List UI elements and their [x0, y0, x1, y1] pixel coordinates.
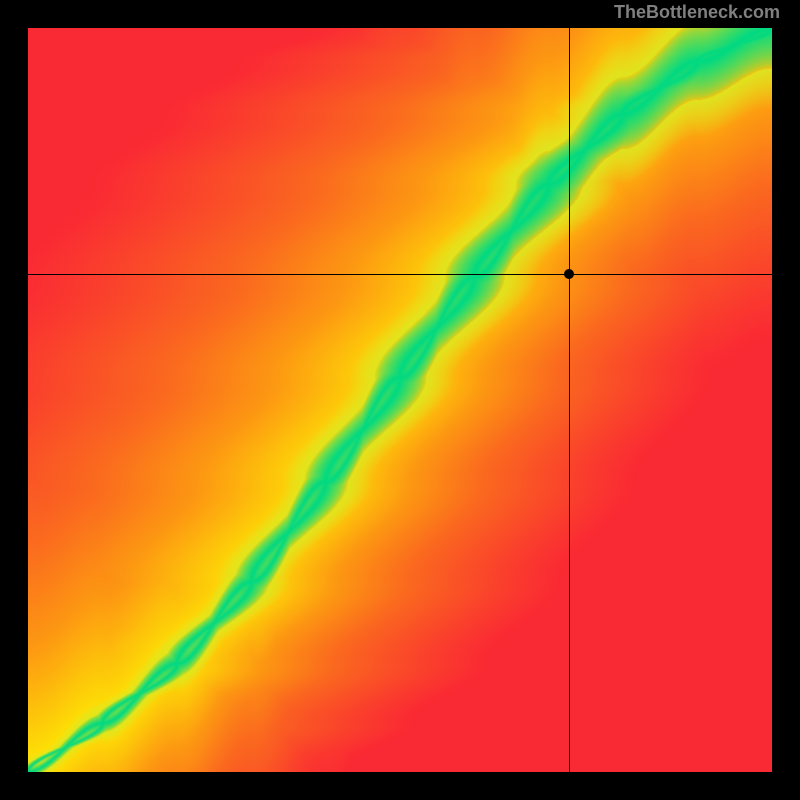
crosshair-horizontal: [28, 274, 772, 275]
chart-container: TheBottleneck.com: [0, 0, 800, 800]
heatmap-canvas: [28, 28, 772, 772]
plot-area: [28, 28, 772, 772]
watermark-text: TheBottleneck.com: [614, 2, 780, 23]
crosshair-marker: [564, 269, 574, 279]
crosshair-vertical: [569, 28, 570, 772]
